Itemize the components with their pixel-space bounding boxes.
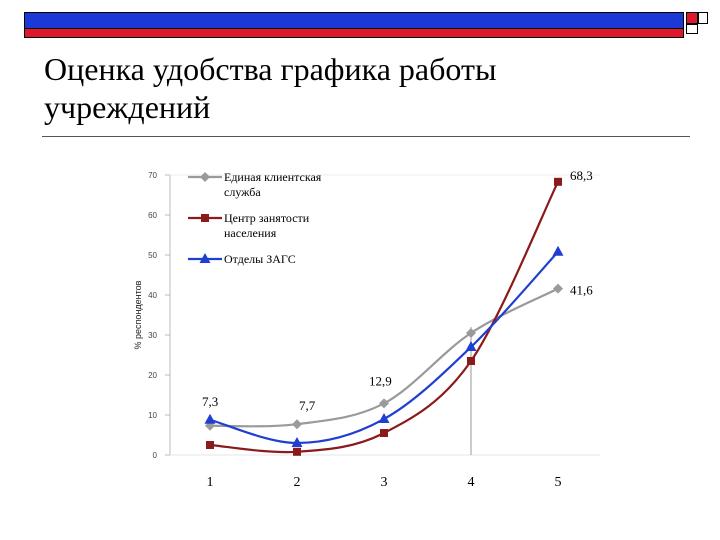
data-point-series-2 xyxy=(380,429,388,437)
data-point-series-2 xyxy=(293,447,301,456)
title-divider xyxy=(42,136,690,137)
data-point-series-1 xyxy=(466,328,476,338)
data-label: 7,3 xyxy=(202,394,218,409)
legend-marker-1 xyxy=(200,172,210,182)
y-axis-label: % респондентов xyxy=(133,280,143,349)
data-point-series-3 xyxy=(465,341,477,351)
y-tick-label: 40 xyxy=(148,291,157,300)
data-point-series-1 xyxy=(292,419,302,430)
series-line-2 xyxy=(209,181,559,454)
data-point-series-1 xyxy=(553,283,563,294)
legend-marker-3 xyxy=(199,253,211,263)
x-tick-label: 4 xyxy=(468,475,475,490)
data-label: 68,3 xyxy=(570,168,593,183)
data-point-series-3 xyxy=(291,437,303,447)
header-bar xyxy=(24,12,684,38)
legend-label-1: Единая клиентская служба xyxy=(224,170,322,199)
data-label: 12,9 xyxy=(369,373,392,388)
y-tick-label: 20 xyxy=(148,371,157,380)
data-label: 41,6 xyxy=(570,283,593,298)
y-tick-label: 0 xyxy=(153,451,158,460)
x-tick-label: 5 xyxy=(555,475,562,490)
corner-square-white-bottom xyxy=(686,24,698,34)
data-point-series-2 xyxy=(206,441,214,449)
series-line-3 xyxy=(209,251,559,445)
y-tick-label: 50 xyxy=(148,251,157,260)
x-tick-label: 3 xyxy=(381,475,388,490)
slide-title: Оценка удобства графика работы учреждени… xyxy=(44,51,497,125)
y-tick-label: 30 xyxy=(148,331,157,340)
y-tick-label: 60 xyxy=(148,211,157,220)
data-point-series-1 xyxy=(379,398,389,409)
data-point-series-3 xyxy=(204,413,216,424)
corner-square-white-right xyxy=(698,12,708,24)
y-tick-label: 10 xyxy=(148,411,157,420)
data-point-series-2 xyxy=(554,177,562,186)
x-tick-label: 1 xyxy=(207,475,214,490)
header-bar-blue xyxy=(25,13,683,28)
legend-marker-2 xyxy=(201,214,209,222)
corner-square-red xyxy=(686,12,698,24)
legend-label-3: Отделы ЗАГС xyxy=(224,252,296,266)
data-point-series-3 xyxy=(378,413,390,423)
data-label: 7,7 xyxy=(299,398,316,413)
legend-label-2: Центр занятости населения xyxy=(224,211,310,240)
x-tick-label: 2 xyxy=(294,475,301,490)
header-bar-red xyxy=(25,28,683,37)
data-point-series-2 xyxy=(467,357,475,365)
y-tick-label: 70 xyxy=(148,171,157,180)
data-point-series-3 xyxy=(552,245,564,256)
